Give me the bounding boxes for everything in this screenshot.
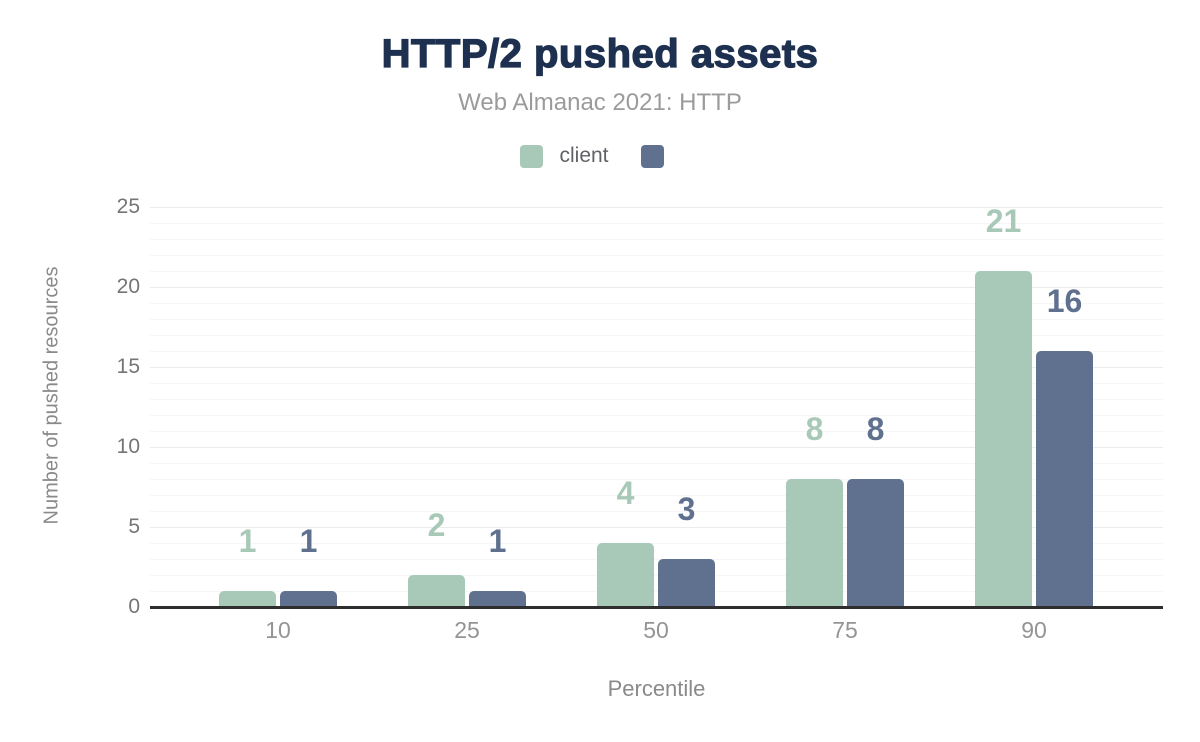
y-tick-25: 25 [116, 195, 140, 218]
bar-value-series2-p25: 1 [488, 523, 507, 559]
bar-series2-p90[interactable] [1036, 351, 1093, 607]
bar-value-series2-p50: 3 [677, 491, 696, 527]
bar-series2-p10[interactable] [280, 591, 337, 607]
chart-subtitle: Web Almanac 2021: HTTP [458, 89, 742, 116]
x-axis-line [150, 606, 1163, 609]
bar-value-series2-p10: 1 [299, 523, 318, 559]
y-tick-10: 10 [116, 435, 140, 458]
legend-swatch-icon-client [520, 144, 544, 168]
y-tick-15: 15 [116, 355, 140, 378]
x-tick-10: 10 [265, 617, 291, 643]
bar-value-series2-p75: 8 [866, 411, 885, 447]
bar-series2-p25[interactable] [469, 591, 526, 607]
chart-title: HTTP/2 pushed assets [381, 31, 819, 76]
x-tick-90: 90 [1021, 617, 1047, 643]
bar-series2-p50[interactable] [658, 559, 715, 607]
bar-value-series2-p90: 16 [1046, 283, 1083, 319]
bar-client-p90[interactable] [975, 271, 1032, 607]
x-axis-title: Percentile [607, 676, 706, 701]
y-tick-20: 20 [116, 275, 140, 298]
bar-value-client-p50: 4 [616, 475, 635, 511]
bar-value-client-p10: 1 [238, 523, 257, 559]
bar-series2-p75[interactable] [847, 479, 904, 607]
bar-value-client-p75: 8 [805, 411, 824, 447]
legend: client [0, 144, 1200, 168]
bar-client-p50[interactable] [597, 543, 654, 607]
x-tick-50: 50 [643, 617, 669, 643]
legend-label-client: client [559, 144, 609, 167]
bar-client-p25[interactable] [408, 575, 465, 607]
bar-client-p10[interactable] [219, 591, 276, 607]
bar-value-client-p90: 21 [985, 203, 1022, 239]
x-tick-25: 25 [454, 617, 480, 643]
legend-item-series2[interactable] [640, 144, 680, 168]
y-tick-5: 5 [128, 515, 140, 538]
bar-value-client-p25: 2 [427, 507, 446, 543]
legend-swatch-icon-series2 [640, 144, 664, 168]
legend-item-client[interactable]: client [520, 144, 609, 168]
y-tick-0: 0 [128, 595, 140, 618]
bar-client-p75[interactable] [786, 479, 843, 607]
x-tick-75: 75 [832, 617, 858, 643]
